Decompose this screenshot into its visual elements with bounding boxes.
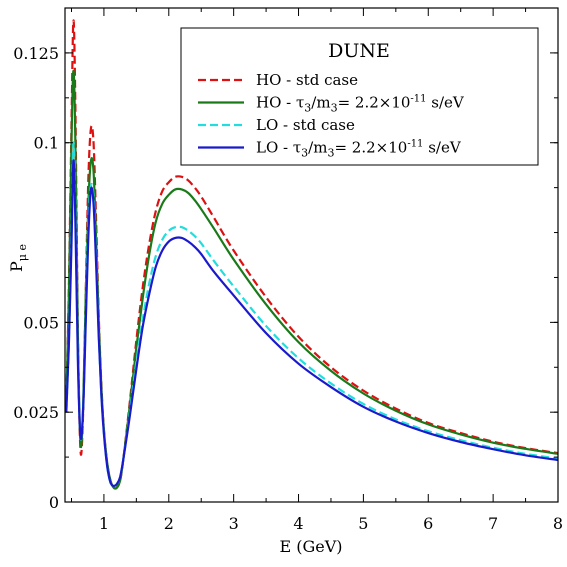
legend-box (180, 27, 539, 166)
ticks-layer: 1 2 3 4 5 6 7 8 0 0.025 0.05 0.1 0.125 (13, 7, 563, 533)
y-tick-label: 0.1 (34, 134, 59, 153)
x-tick-label: 8 (553, 514, 563, 533)
series-line-4 (65, 159, 558, 487)
legend: DUNE HO - std case HO - τ3/m3= 2.2×10-11 … (180, 27, 539, 166)
x-tick-label: 5 (358, 514, 368, 533)
x-tick-label: 2 (164, 514, 174, 533)
legend-label-1: HO - std case (256, 71, 358, 89)
svg-text:Pμ e: Pμ e (7, 244, 29, 272)
x-axis-title: E (GeV) (279, 537, 342, 556)
x-tick-label: 3 (229, 514, 239, 533)
plot-frame (64, 7, 559, 503)
y-axis-title-main: P (7, 261, 26, 272)
series-layer (65, 19, 558, 490)
x-tick-label: 6 (423, 514, 433, 533)
y-tick-label: 0 (49, 493, 59, 512)
legend-label-4: LO - τ3/m3= 2.2×10-11 s/eV (256, 139, 462, 160)
y-tick-label: 0.05 (23, 313, 59, 332)
x-tick-label: 1 (99, 514, 109, 533)
legend-label-3: LO - std case (256, 116, 355, 134)
legend-title: DUNE (328, 40, 390, 62)
series-line-3 (65, 141, 558, 487)
y-tick-label: 0.025 (13, 403, 59, 422)
x-tick-label: 7 (488, 514, 498, 533)
y-axis-title-subscript: μ e (16, 244, 29, 261)
y-tick-label: 0.125 (13, 44, 59, 63)
y-axis-title: Pμ e (7, 244, 29, 272)
x-tick-label: 4 (293, 514, 303, 533)
legend-label-2: HO - τ3/m3= 2.2×10-11 s/eV (256, 94, 465, 115)
